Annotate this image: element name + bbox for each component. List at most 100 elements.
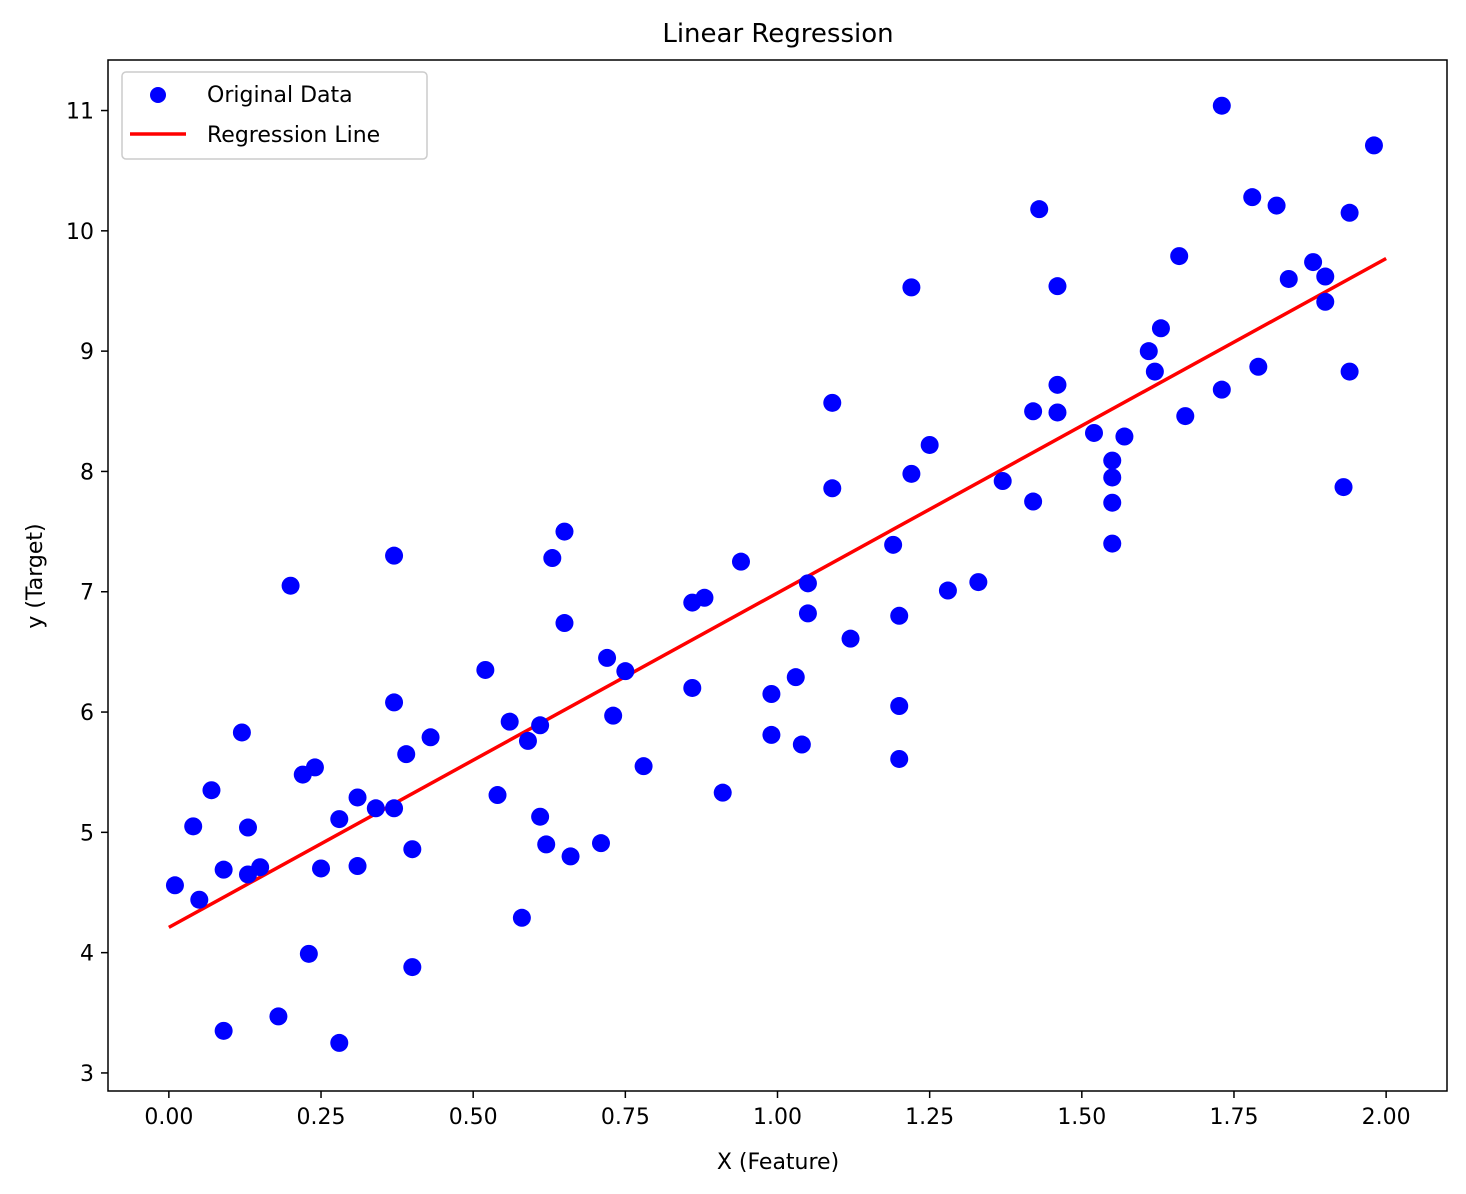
data-point: [214, 860, 233, 879]
legend-label-regression-line: Regression Line: [207, 123, 380, 148]
chart-title: Linear Regression: [662, 19, 893, 49]
data-point: [531, 807, 550, 826]
data-point: [792, 735, 811, 754]
data-point: [591, 834, 610, 853]
data-point: [1304, 253, 1323, 272]
y-tick-label: 8: [80, 460, 94, 485]
data-point: [823, 479, 842, 498]
data-point: [616, 662, 635, 681]
data-point: [184, 817, 203, 836]
x-tick-label: 1.25: [905, 1105, 954, 1130]
data-point: [214, 1021, 233, 1040]
data-point: [634, 757, 653, 776]
data-points-layer: [165, 96, 1383, 1052]
data-point: [993, 472, 1012, 491]
data-point: [1030, 200, 1049, 219]
data-point: [238, 818, 257, 837]
data-point: [1048, 375, 1067, 394]
data-point: [488, 786, 507, 805]
data-point: [348, 857, 367, 876]
data-point: [537, 835, 556, 854]
data-point: [1139, 342, 1158, 361]
data-point: [902, 278, 921, 297]
x-tick-label: 1.75: [1209, 1105, 1258, 1130]
y-axis-label: y (Target): [23, 523, 48, 628]
data-point: [604, 706, 623, 725]
data-point: [403, 840, 422, 859]
data-point: [1249, 357, 1268, 376]
x-tick-label: 1.00: [753, 1105, 802, 1130]
data-point: [512, 908, 531, 927]
data-point: [890, 749, 909, 768]
y-tick-label: 11: [66, 100, 94, 125]
plot-area: [108, 60, 1447, 1091]
data-point: [841, 629, 860, 648]
data-point: [890, 606, 909, 625]
data-point: [762, 725, 781, 744]
y-tick-label: 5: [80, 821, 94, 846]
data-point: [1048, 403, 1067, 422]
x-tick-label: 0.50: [449, 1105, 498, 1130]
data-point: [518, 731, 537, 750]
x-tick-label: 0.00: [144, 1105, 193, 1130]
data-point: [476, 660, 495, 679]
data-point: [421, 728, 440, 747]
plot-frame: [107, 59, 1448, 1092]
data-point: [403, 958, 422, 977]
data-point: [385, 693, 404, 712]
data-point: [299, 944, 318, 963]
data-point: [1340, 362, 1359, 381]
data-point: [695, 588, 714, 607]
data-point: [1103, 534, 1122, 553]
legend: Original Data Regression Line: [121, 71, 428, 160]
data-point: [1103, 451, 1122, 470]
legend-marker-original-data: [150, 87, 166, 103]
data-point: [1024, 492, 1043, 511]
data-point: [1364, 136, 1383, 155]
x-tick-label: 0.75: [601, 1105, 650, 1130]
data-point: [397, 745, 416, 764]
data-point: [330, 1033, 349, 1052]
y-tick-label: 6: [80, 701, 94, 726]
data-point: [1176, 407, 1195, 426]
data-point: [1340, 203, 1359, 222]
data-point: [1145, 362, 1164, 381]
data-point: [902, 464, 921, 483]
data-point: [251, 858, 270, 877]
data-point: [190, 890, 209, 909]
data-point: [555, 614, 574, 633]
data-point: [543, 549, 562, 568]
data-point: [1103, 493, 1122, 512]
data-point: [920, 435, 939, 454]
data-point: [232, 723, 251, 742]
data-point: [312, 859, 331, 878]
data-point: [1267, 196, 1286, 215]
data-point: [500, 712, 519, 731]
data-point: [348, 788, 367, 807]
data-point: [281, 576, 300, 595]
x-tick-label: 0.25: [297, 1105, 346, 1130]
data-point: [1024, 402, 1043, 421]
data-point: [1084, 423, 1103, 442]
data-point: [823, 393, 842, 412]
data-point: [598, 648, 617, 667]
data-point: [786, 668, 805, 687]
data-point: [683, 678, 702, 697]
data-point: [890, 697, 909, 716]
data-point: [330, 810, 349, 829]
y-tick-label: 10: [66, 220, 94, 245]
y-tick-label: 3: [80, 1062, 94, 1087]
data-point: [798, 604, 817, 623]
data-point: [366, 799, 385, 818]
data-point: [305, 758, 324, 777]
x-tick-label: 2.00: [1362, 1105, 1411, 1130]
data-point: [269, 1007, 288, 1026]
legend-box: [121, 71, 428, 160]
y-tick-label: 7: [80, 581, 94, 606]
data-point: [713, 783, 732, 802]
data-point: [385, 799, 404, 818]
legend-label-original-data: Original Data: [207, 83, 353, 108]
y-tick-label: 4: [80, 942, 94, 967]
data-point: [1048, 277, 1067, 296]
